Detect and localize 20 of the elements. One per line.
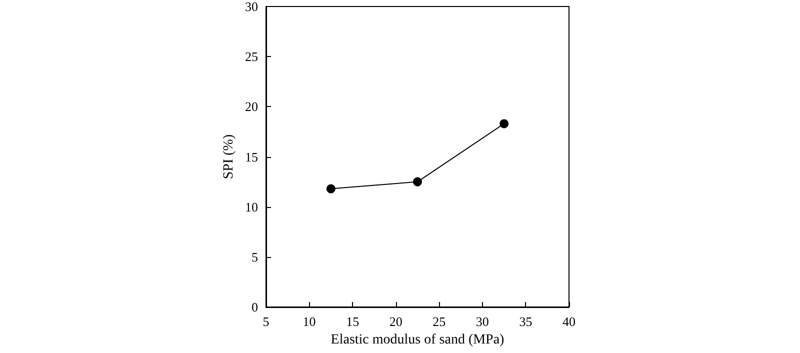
- y-tick-label: 30: [245, 0, 258, 14]
- x-tick-label: 20: [389, 314, 402, 329]
- point: [326, 184, 336, 194]
- y-tick-label: 5: [252, 249, 258, 264]
- x-tick-label: 10: [302, 314, 316, 329]
- y-tick-label: 20: [245, 99, 258, 114]
- y-tick-label: 15: [245, 149, 258, 164]
- x-axis-title: Elastic modulus of sand (MPa): [330, 332, 505, 348]
- point: [413, 177, 422, 186]
- x-tick-label: 15: [346, 314, 360, 329]
- y-tick-label: 10: [245, 199, 258, 214]
- y-tick-label: 25: [245, 49, 258, 64]
- x-tick-label: 25: [432, 314, 446, 329]
- point: [500, 119, 509, 128]
- y-axis-title: SPI (%): [222, 134, 236, 180]
- x-tick-label: 40: [562, 314, 576, 329]
- x-tick-label: 35: [519, 314, 532, 329]
- x-tick-label: 5: [262, 314, 270, 329]
- x-tick-label: 30: [476, 314, 489, 329]
- y-tick-label: 0: [252, 300, 258, 314]
